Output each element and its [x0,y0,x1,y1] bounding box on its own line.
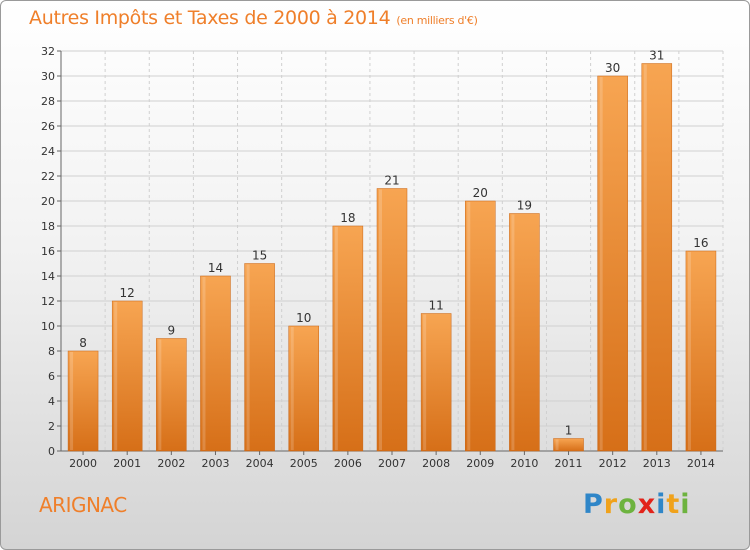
y-tick-label: 32 [41,45,55,58]
bar-highlight [467,202,471,450]
value-label: 21 [384,174,399,188]
x-tick-label: 2014 [687,457,715,470]
bar [553,438,584,452]
logo-letter: t [666,489,681,520]
bar-highlight [158,339,162,450]
chart-subtitle: (en milliers d'€) [396,14,478,27]
bar-highlight [643,64,647,450]
logo-letter: r [603,489,619,520]
bar-highlight [423,314,427,450]
x-tick-label: 2004 [246,457,274,470]
value-label: 1 [565,424,573,438]
x-tick-label: 2008 [422,457,450,470]
bar [332,225,364,452]
value-label: 15 [252,249,267,263]
y-tick-label: 8 [48,345,55,358]
y-tick-label: 26 [41,120,55,133]
bar-highlight [334,227,338,450]
bar [67,350,99,452]
bar [597,75,628,452]
bar [641,63,673,452]
x-tick-label: 2006 [334,457,362,470]
bar-highlight [202,277,206,450]
logo-letter: x [637,489,657,520]
bar [156,338,187,452]
proxiti-logo[interactable]: Proxiti [583,489,691,520]
logo-letter: i [680,489,691,520]
value-label: 10 [296,311,311,325]
value-label: 19 [517,199,532,213]
x-tick-label: 2013 [643,457,671,470]
y-tick-label: 14 [41,270,55,283]
bar [288,325,319,452]
bar-highlight [511,214,515,450]
y-tick-label: 10 [41,320,55,333]
value-label: 31 [649,49,664,63]
value-label: 9 [168,324,176,338]
x-tick-label: 2010 [510,457,538,470]
value-label: 8 [79,336,87,350]
y-tick-label: 20 [41,195,55,208]
logo-letter: P [583,489,604,520]
bar [465,200,496,452]
bar [376,188,408,452]
y-tick-label: 4 [48,395,55,408]
y-tick-label: 12 [41,295,55,308]
bar-highlight [290,327,294,450]
labels: 8 2000 12 2001 9 2002 14 2003 15 2004 10 2005 18 2006… [69,49,715,471]
y-tick-label: 0 [48,445,55,458]
bar-highlight [246,264,250,450]
bar-highlight [555,439,559,450]
commune-name: ARIGNAC [39,493,127,517]
y-tick-label: 28 [41,95,55,108]
bar-highlight [70,352,74,450]
chart-title: Autres Impôts et Taxes de 2000 à 2014 (en… [29,7,478,29]
value-label: 30 [605,61,620,75]
bar [420,313,452,452]
bar-highlight [687,252,691,450]
bar-highlight [114,302,118,450]
value-label: 20 [473,186,488,200]
bar-highlight [379,189,382,450]
y-tick-label: 2 [48,420,55,433]
logo-letter: i [656,489,667,520]
bar [685,250,717,452]
x-tick-label: 2009 [466,457,494,470]
y-tick-label: 24 [41,145,55,158]
x-tick-label: 2011 [555,457,583,470]
value-label: 16 [693,236,708,250]
y-tick-label: 6 [48,370,55,383]
value-label: 12 [120,286,135,300]
y-tick-label: 16 [41,245,55,258]
y-tick-label: 30 [41,70,55,83]
value-label: 11 [428,299,443,313]
x-tick-label: 2001 [113,457,141,470]
x-tick-label: 2005 [290,457,318,470]
x-tick-label: 2002 [157,457,185,470]
bar [111,300,143,452]
x-tick-label: 2003 [201,457,229,470]
x-tick-label: 2007 [378,457,406,470]
bar-highlight [599,77,603,450]
value-label: 14 [208,261,223,275]
x-tick-label: 2000 [69,457,97,470]
y-tick-label: 22 [41,170,55,183]
bar [200,275,231,452]
x-tick-label: 2012 [599,457,627,470]
chart-title-text: Autres Impôts et Taxes de 2000 à 2014 [29,7,391,29]
bars [67,63,717,452]
y-tick-label: 18 [41,220,55,233]
bar [509,213,540,452]
logo-letter: o [618,489,638,520]
bar [244,263,275,452]
value-label: 18 [340,211,355,225]
